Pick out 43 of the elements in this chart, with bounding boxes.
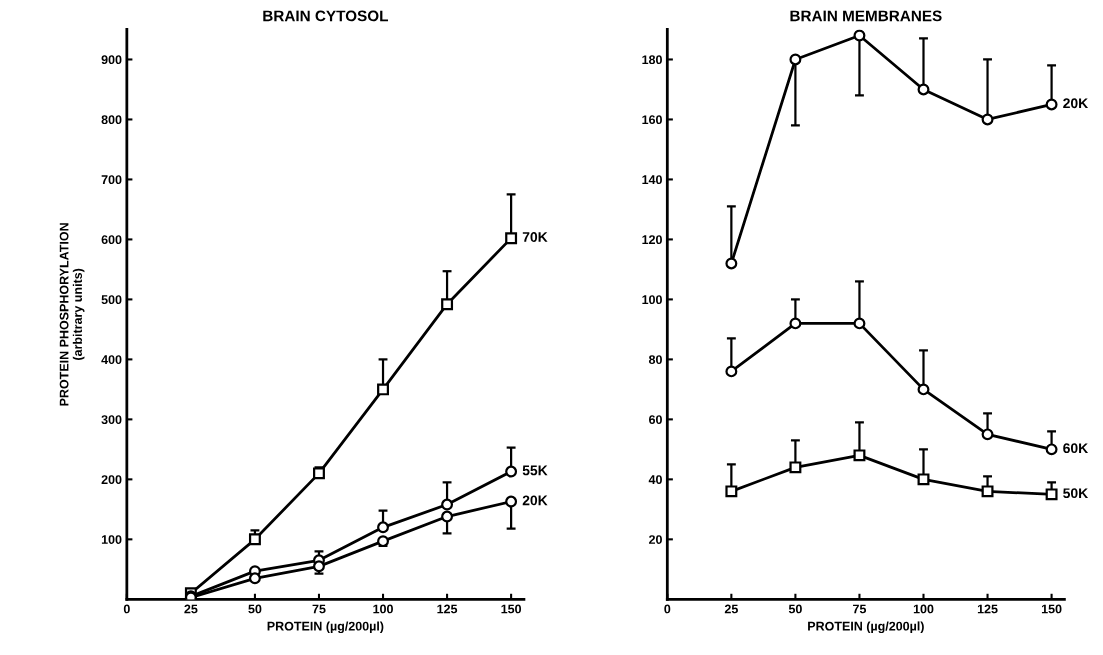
x-tick-label: 50: [248, 604, 262, 614]
x-tick-label: 100: [913, 604, 934, 614]
x-axis-title: PROTEIN (µg/200µl): [808, 621, 924, 634]
series-label: 60K: [1063, 443, 1089, 454]
x-tick-label: 125: [437, 604, 458, 614]
x-tick-label: 0: [123, 604, 130, 614]
y-tick-label: 600: [101, 235, 122, 245]
x-axis-title: PROTEIN (µg/200µl): [267, 621, 384, 634]
y-tick-label: 40: [648, 475, 662, 485]
series-label: 50K: [1063, 488, 1089, 499]
x-tick-label: 25: [184, 604, 198, 614]
chart-title: BRAIN CYTOSOL: [263, 10, 389, 22]
chart-title: BRAIN MEMBRANES: [790, 10, 942, 22]
y-tick-label: 400: [101, 355, 122, 365]
x-tick-label: 150: [1041, 604, 1062, 614]
x-tick-label: 0: [664, 604, 671, 614]
x-tick-label: 150: [501, 604, 522, 614]
x-tick-label: 125: [977, 604, 998, 614]
y-tick-label: 180: [642, 55, 662, 65]
y-tick-label: 700: [101, 175, 122, 185]
y-tick-label: 500: [101, 295, 122, 305]
y-tick-label: 300: [101, 415, 122, 425]
y-tick-label: 100: [101, 535, 122, 544]
y-tick-label: 800: [101, 115, 122, 125]
y-tick-label: 200: [101, 475, 122, 485]
y-tick-label: 120: [642, 235, 662, 245]
series-label: 20K: [522, 495, 548, 506]
y-axis-title: PROTEIN PHOSPHORYLATION (arbitrary units): [59, 223, 85, 406]
x-tick-label: 75: [312, 604, 326, 614]
x-tick-label: 75: [853, 604, 867, 614]
y-tick-label: 100: [642, 295, 662, 305]
series-label: 20K: [1063, 98, 1089, 109]
x-tick-label: 50: [788, 604, 802, 614]
y-tick-label: 160: [642, 115, 662, 125]
y-tick-label: 60: [649, 415, 662, 425]
x-tick-label: 100: [373, 604, 393, 614]
x-tick-label: 25: [724, 604, 738, 614]
series-label: 55K: [522, 465, 548, 476]
series-label: 70K: [522, 232, 548, 242]
y-tick-label: 900: [101, 55, 122, 65]
y-tick-label: 140: [642, 175, 662, 185]
y-tick-label: 80: [648, 355, 662, 365]
y-tick-label: 20: [648, 535, 662, 544]
